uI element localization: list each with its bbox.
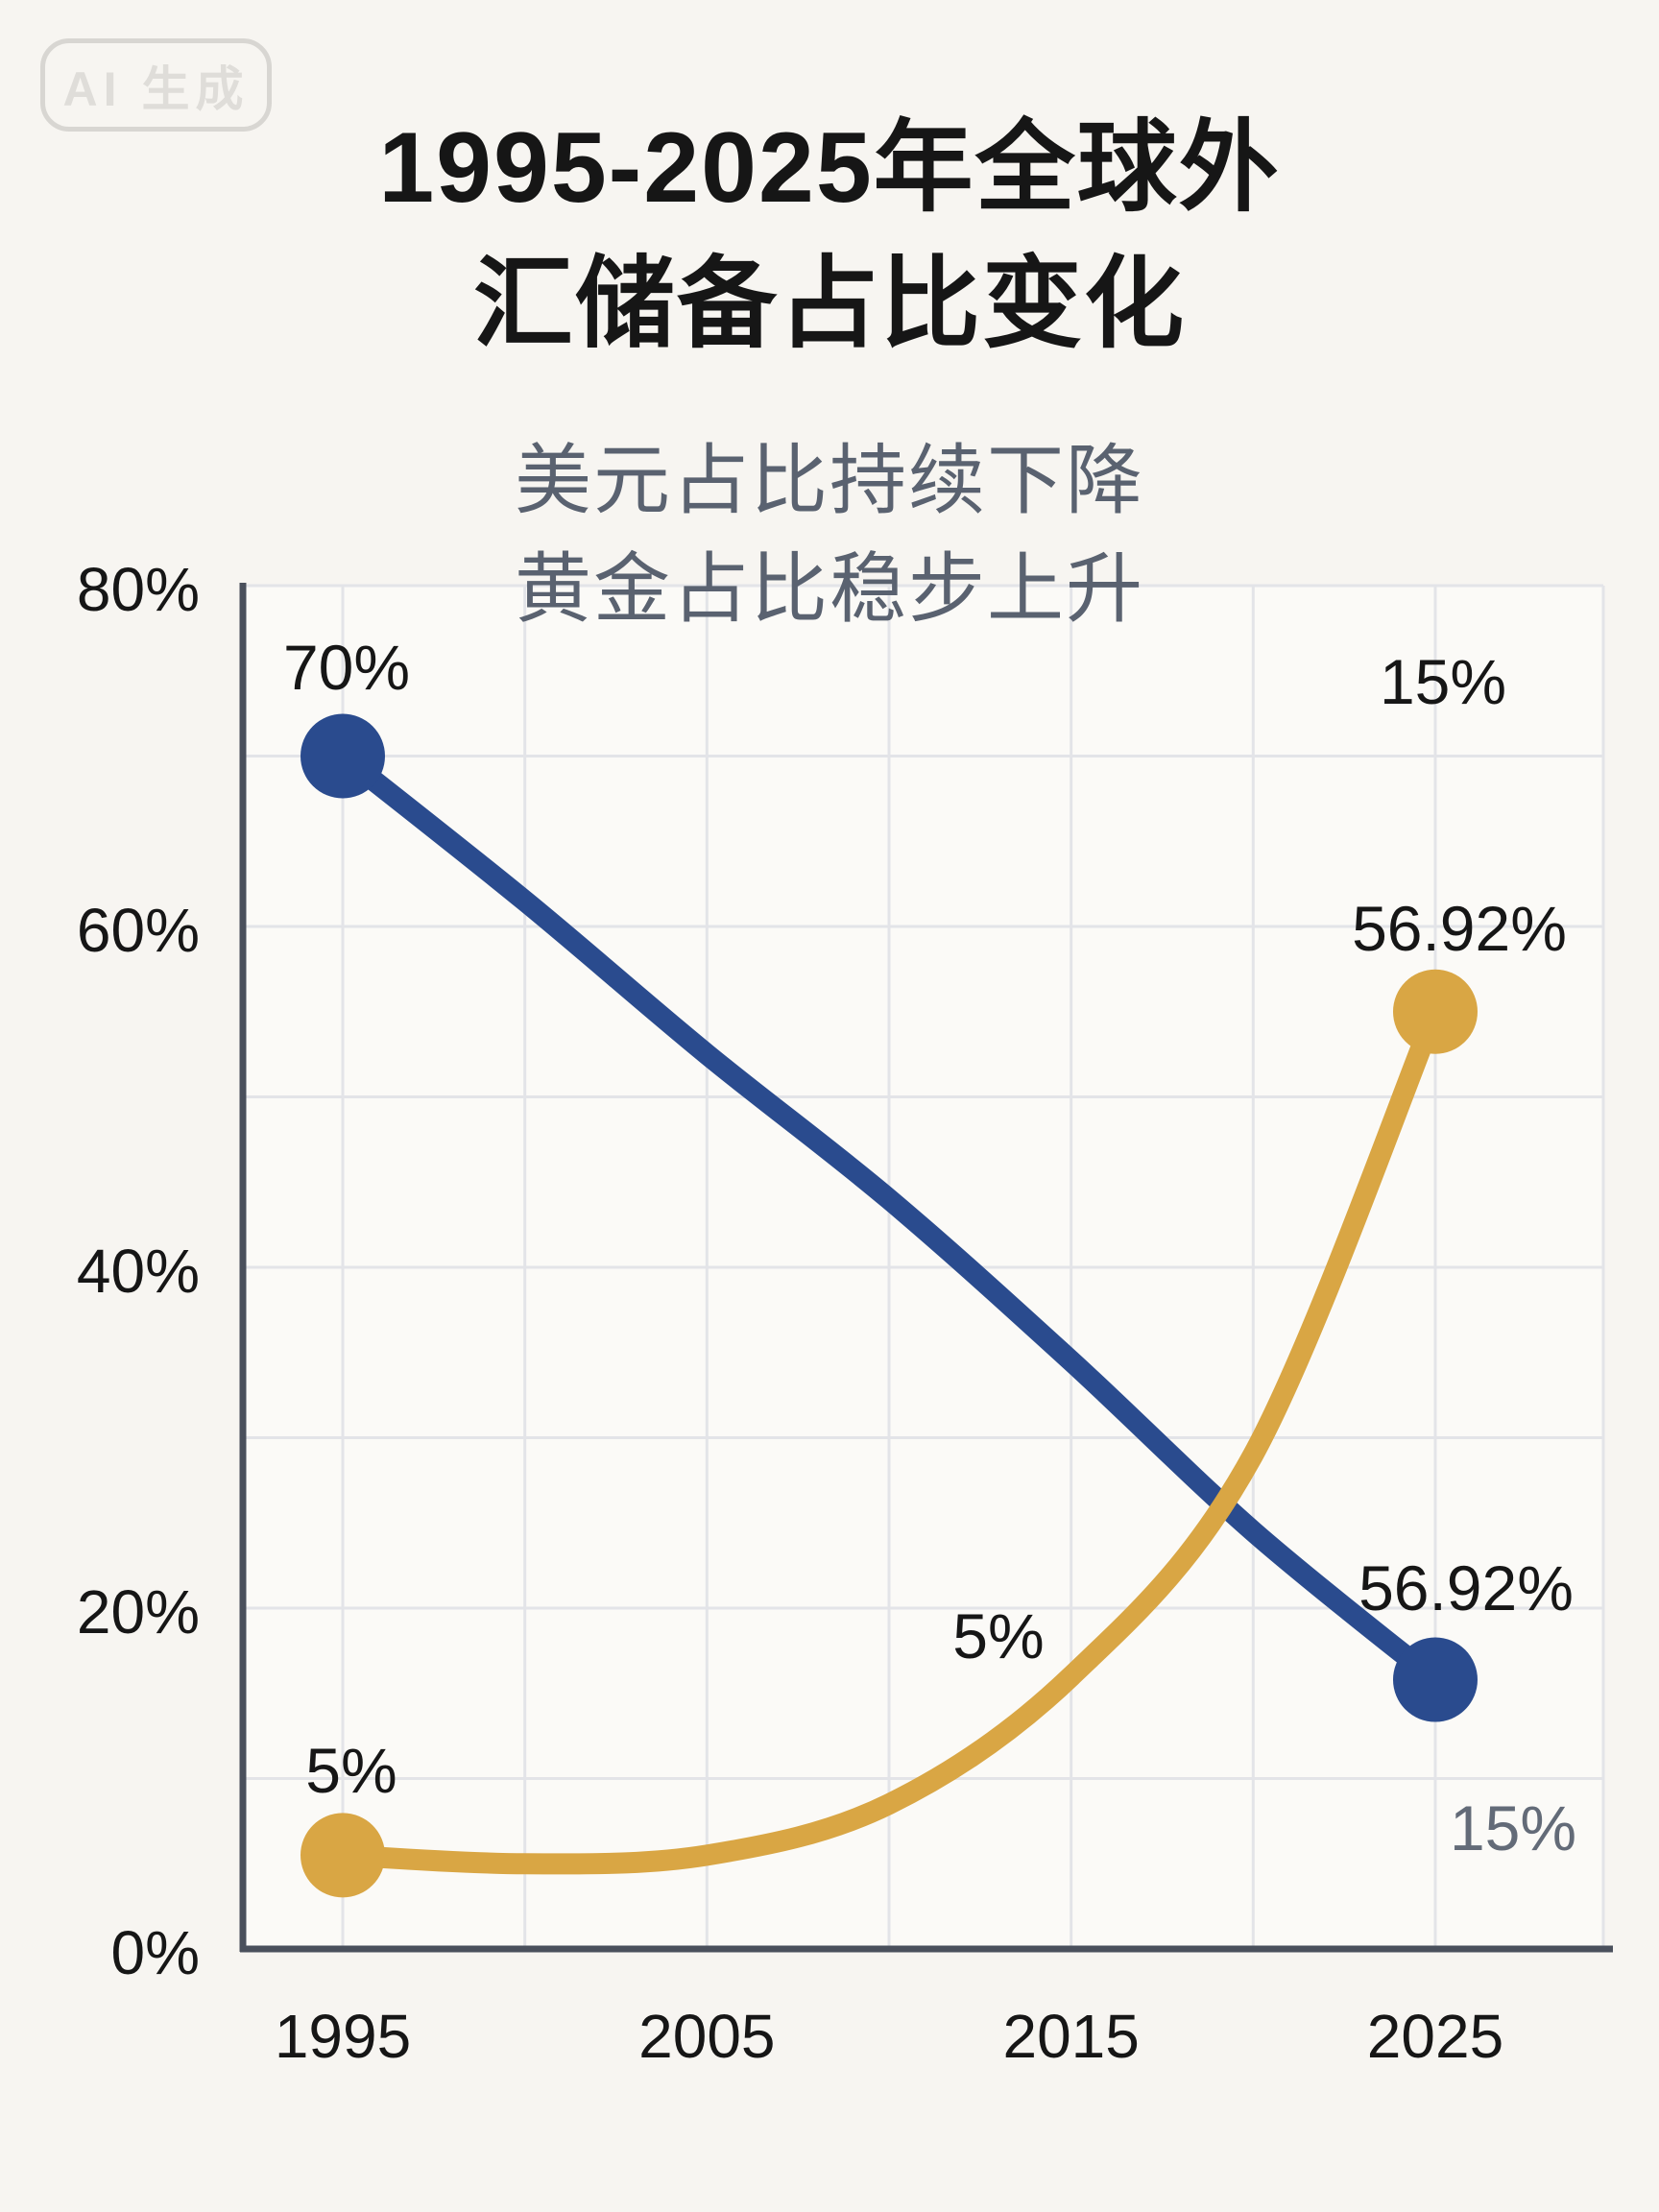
gold-end-value-label: 56.92% xyxy=(1352,893,1567,964)
x-tick-label: 2015 xyxy=(1002,2002,1139,2071)
usd-end-point xyxy=(1392,1637,1478,1722)
chart-title-line1: 1995-2025年全球外 xyxy=(378,112,1281,224)
bottom-right-value-label: 15% xyxy=(1450,1792,1576,1863)
data-labels: 70% 15% 56.92% 5% 56.92% 5% 15% xyxy=(283,632,1576,1863)
series-lines xyxy=(332,745,1446,1875)
gold-mid-value-label: 5% xyxy=(952,1600,1044,1671)
x-tick-label: 1995 xyxy=(275,2002,411,2071)
gridlines xyxy=(243,584,1605,1949)
usd-start-point xyxy=(301,713,385,799)
gold-start-point xyxy=(301,1813,385,1898)
chart-subtitle: 美元占比持续下降 黄金占比稳步上升 xyxy=(0,426,1659,643)
x-tick-label: 2025 xyxy=(1367,2002,1503,2071)
gold-start-value-label: 5% xyxy=(305,1735,397,1806)
chart-title: 1995-2025年全球外 汇储备占比变化 xyxy=(0,100,1659,373)
y-tick-label: 80% xyxy=(77,555,200,624)
ai-generated-badge-label: AI 生成 xyxy=(62,61,250,116)
top-right-value-label: 15% xyxy=(1380,646,1506,717)
gold-line xyxy=(332,1000,1446,1875)
series-points xyxy=(301,713,1478,1898)
y-tick-label: 20% xyxy=(77,1577,200,1647)
x-tick-labels: 1995 2005 2015 2025 xyxy=(275,2002,1503,2071)
y-tick-label: 40% xyxy=(77,1237,200,1306)
usd-end-value-label: 56.92% xyxy=(1358,1552,1574,1623)
axes xyxy=(239,583,1613,1953)
usd-line xyxy=(332,745,1446,1691)
y-tick-labels: 80% 60% 40% 20% 0% xyxy=(77,555,200,1987)
ai-generated-badge: AI 生成 xyxy=(40,38,272,132)
y-tick-label: 60% xyxy=(77,896,200,965)
chart-title-line2: 汇储备占比变化 xyxy=(472,249,1186,360)
chart-subtitle-line2: 黄金占比稳步上升 xyxy=(515,546,1144,632)
gold-end-point xyxy=(1392,969,1478,1054)
x-tick-label: 2005 xyxy=(638,2002,775,2071)
chart-subtitle-line1: 美元占比持续下降 xyxy=(515,438,1144,523)
usd-start-value-label: 70% xyxy=(283,632,410,703)
y-tick-label: 0% xyxy=(111,1918,201,1987)
